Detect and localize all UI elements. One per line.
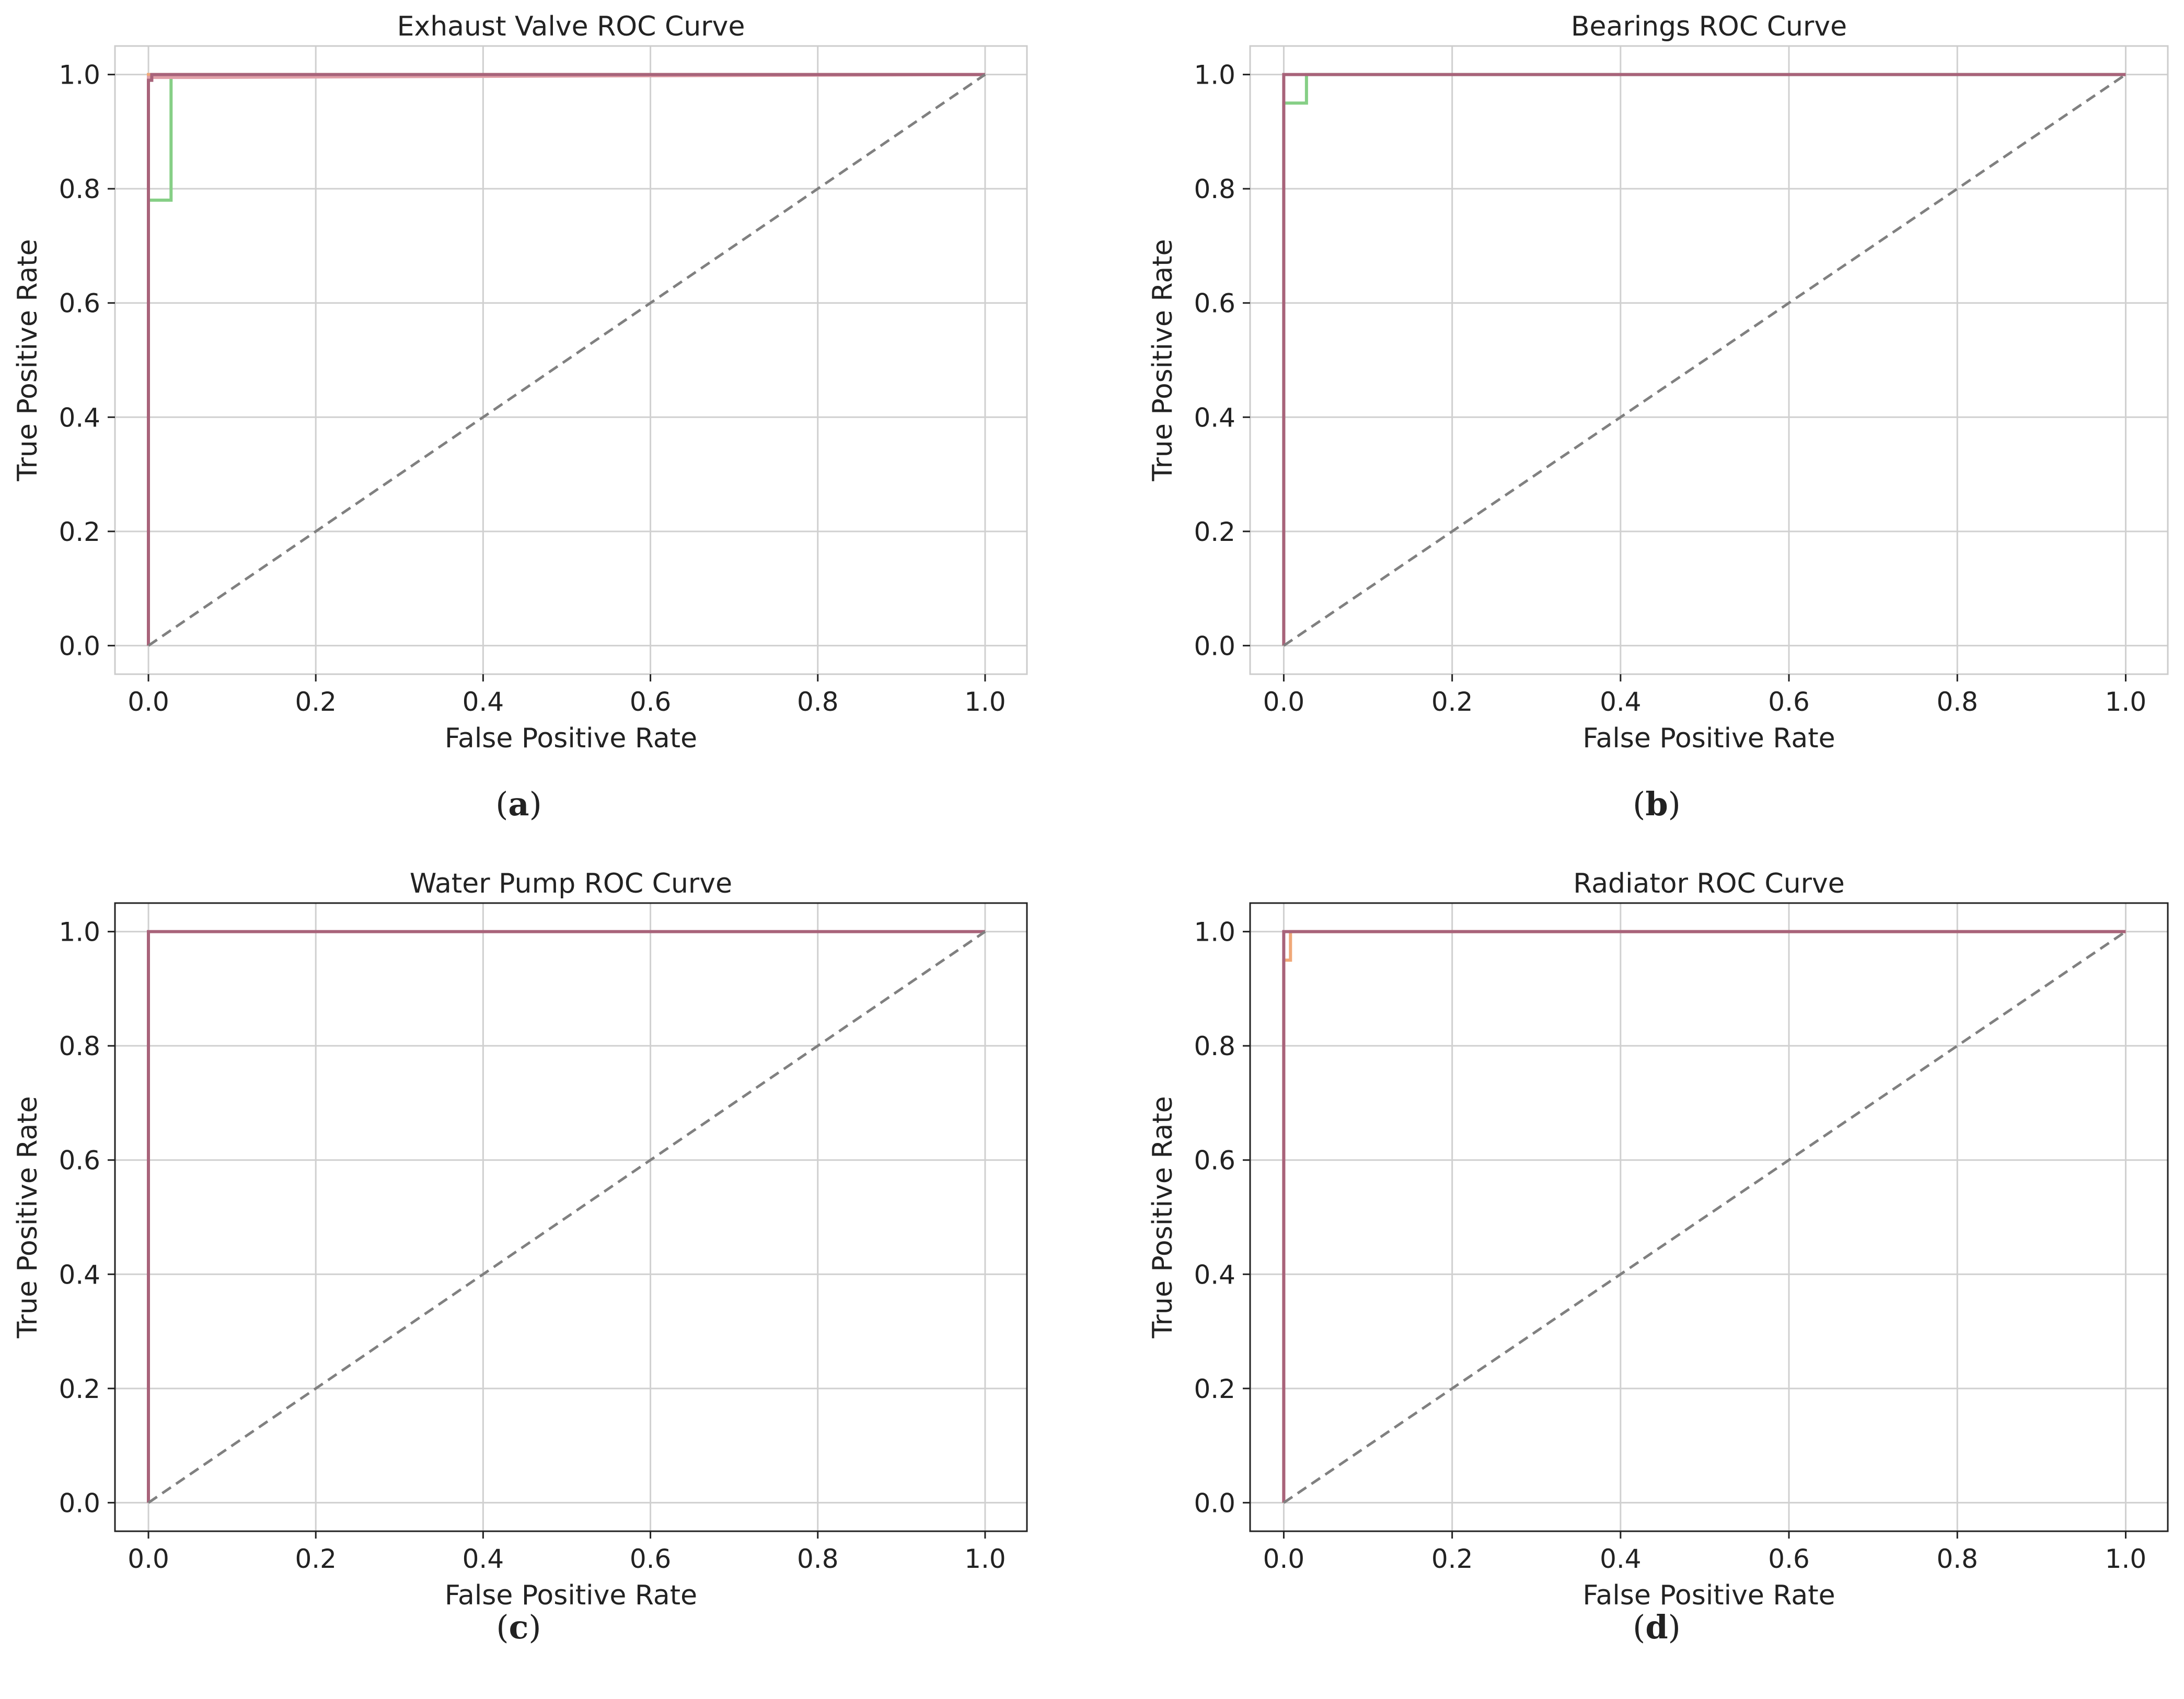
chart-2-xtick-label: 0.4 xyxy=(463,1544,504,1574)
chart-2-ytick-label: 0.0 xyxy=(59,1488,100,1518)
chart-1-xtick-label: 1.0 xyxy=(2105,687,2147,717)
chart-2-title: Water Pump ROC Curve xyxy=(410,868,732,899)
chart-3-ytick-label: 0.0 xyxy=(1194,1488,1235,1518)
chart-1-xtick-label: 0.8 xyxy=(1936,687,1978,717)
chart-2-xtick-label: 0.6 xyxy=(630,1544,672,1574)
chart-3-ytick-label: 0.2 xyxy=(1194,1374,1235,1404)
chart-2-ytick-label: 0.2 xyxy=(59,1374,100,1404)
chart-1-chance-line xyxy=(1282,73,2127,647)
chart-3-frame xyxy=(1249,902,2169,1532)
chart-0-ytick-label: 0.6 xyxy=(59,288,100,319)
chart-2-xtick-label: 1.0 xyxy=(964,1544,1006,1574)
chart-0-chance-line xyxy=(147,73,986,647)
chart-1-xtick-label: 0.2 xyxy=(1431,687,1473,717)
chart-2-ytick-label: 0.4 xyxy=(59,1259,100,1290)
chart-3-panel-label: (d) xyxy=(1633,1608,1681,1646)
chart-0-panel-label: (a) xyxy=(495,785,542,823)
chart-1-title: Bearings ROC Curve xyxy=(1571,11,1847,42)
chart-3: 0.0 0.2 0.4 0.6 0.8 1.0 0.0 0.2 0.4 0.6 0.8 1.0 Radi… xyxy=(1147,868,2169,1646)
chart-3-xtick-label: 0.8 xyxy=(1936,1544,1978,1574)
chart-3-roc-series-1 xyxy=(1282,930,2126,1503)
chart-0: 0.0 0.2 0.4 0.6 0.8 1.0 0.0 0.2 0.4 0.6 0.8 1.0 Exha… xyxy=(12,11,1028,823)
chart-0-ytick-label: 0.4 xyxy=(59,402,100,433)
chart-2-ytick-label: 0.8 xyxy=(59,1031,100,1061)
chart-1-ytick-label: 0.0 xyxy=(1194,631,1235,661)
chart-3-xlabel: False Positive Rate xyxy=(1582,1580,1835,1611)
chart-0-ytick-label: 0.2 xyxy=(59,517,100,547)
chart-1-xtick-label: 0.0 xyxy=(1263,687,1305,717)
chart-0-xtick-label: 0.8 xyxy=(797,687,839,717)
chart-1-xtick-label: 0.6 xyxy=(1768,687,1810,717)
chart-0-xtick-label: 1.0 xyxy=(964,687,1006,717)
chart-1-frame xyxy=(1249,45,2169,675)
chart-1-xtick-label: 0.4 xyxy=(1600,687,1642,717)
chart-3-xtick-label: 0.2 xyxy=(1431,1544,1473,1574)
chart-1-ytick-label: 0.4 xyxy=(1194,402,1235,433)
chart-2-xtick-label: 0.8 xyxy=(797,1544,839,1574)
chart-2-ytick-label: 0.6 xyxy=(59,1146,100,1176)
chart-3-chance-line xyxy=(1282,930,2127,1504)
chart-3-ytick-label: 1.0 xyxy=(1194,917,1235,947)
chart-0-xlabel: False Positive Rate xyxy=(445,723,697,754)
chart-0-ytick-label: 0.0 xyxy=(59,631,100,661)
chart-3-ytick-label: 0.6 xyxy=(1194,1146,1235,1176)
chart-3-xtick-label: 1.0 xyxy=(2105,1544,2147,1574)
chart-1: 0.0 0.2 0.4 0.6 0.8 1.0 0.0 0.2 0.4 0.6 0.8 1.0 Bear… xyxy=(1147,11,2169,823)
chart-0-xtick-label: 0.6 xyxy=(630,687,672,717)
chart-2-xlabel: False Positive Rate xyxy=(445,1580,697,1611)
chart-3-xtick-label: 0.6 xyxy=(1768,1544,1810,1574)
chart-3-ytick-label: 0.4 xyxy=(1194,1259,1235,1290)
chart-2-frame xyxy=(114,902,1028,1532)
chart-2-panel-label: (c) xyxy=(496,1608,541,1646)
chart-2-xtick-label: 0.0 xyxy=(128,1544,169,1574)
chart-1-panel-label: (b) xyxy=(1633,785,1681,823)
chart-0-ytick-label: 0.8 xyxy=(59,174,100,204)
chart-3-ytick-label: 0.8 xyxy=(1194,1031,1235,1061)
chart-1-ytick-label: 1.0 xyxy=(1194,60,1235,90)
chart-3-xtick-label: 0.0 xyxy=(1263,1544,1305,1574)
chart-0-xtick-label: 0.4 xyxy=(463,687,504,717)
chart-1-ytick-label: 0.6 xyxy=(1194,288,1235,319)
chart-0-ytick-label: 1.0 xyxy=(59,60,100,90)
chart-0-xtick-label: 0.2 xyxy=(295,687,337,717)
chart-0-xtick-label: 0.0 xyxy=(128,687,169,717)
chart-1-xlabel: False Positive Rate xyxy=(1582,723,1835,754)
chart-0-roc-series-3 xyxy=(147,73,985,646)
chart-0-title: Exhaust Valve ROC Curve xyxy=(397,11,745,42)
chart-2-ylabel: True Positive Rate xyxy=(12,1096,43,1338)
chart-1-ylabel: True Positive Rate xyxy=(1147,239,1178,481)
chart-1-ytick-label: 0.2 xyxy=(1194,517,1235,547)
chart-3-ylabel: True Positive Rate xyxy=(1147,1096,1178,1338)
chart-0-frame xyxy=(114,45,1028,675)
chart-1-roc-series-1 xyxy=(1282,73,2126,646)
chart-2-xtick-label: 0.2 xyxy=(295,1544,337,1574)
chart-2-ytick-label: 1.0 xyxy=(59,917,100,947)
chart-1-ytick-label: 0.8 xyxy=(1194,174,1235,204)
chart-2: 0.0 0.2 0.4 0.6 0.8 1.0 0.0 0.2 0.4 0.6 0.8 1.0 Wate… xyxy=(12,868,1028,1646)
chart-0-ylabel: True Positive Rate xyxy=(12,239,43,481)
chart-3-xtick-label: 0.4 xyxy=(1600,1544,1642,1574)
chart-2-chance-line xyxy=(147,930,986,1504)
chart-3-title: Radiator ROC Curve xyxy=(1573,868,1845,899)
chart-2-roc-series-0 xyxy=(147,930,985,1503)
